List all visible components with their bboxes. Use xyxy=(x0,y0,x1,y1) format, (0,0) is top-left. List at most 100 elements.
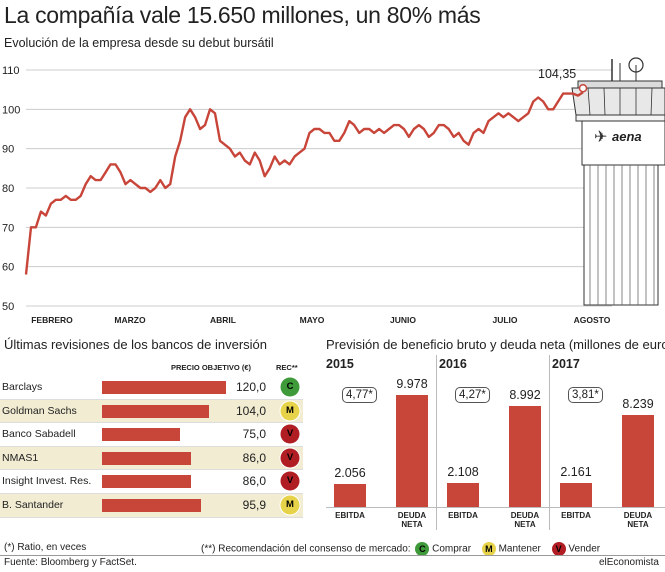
last-value-label: 104,35 xyxy=(538,67,576,81)
debt-ratio-box: 4,27* xyxy=(455,387,490,403)
y-tick-label: 90 xyxy=(2,144,14,156)
aena-plane-icon: ✈ xyxy=(594,129,608,146)
group-separator xyxy=(549,355,550,530)
target-price-value: 104,0 xyxy=(235,403,266,418)
comprar-label: Comprar xyxy=(432,543,472,555)
target-price-bar xyxy=(102,428,180,442)
bank-row: Insight Invest. Res. 86,0 V xyxy=(0,470,303,494)
debt-ratio-box: 3,81* xyxy=(568,387,603,403)
net-debt-label-line1: DEUDA xyxy=(510,511,540,520)
bank-name: Banco Sabadell xyxy=(2,428,76,441)
net-debt-category-label: DEUDA NETA xyxy=(612,511,664,529)
y-tick-label: 110 xyxy=(2,65,20,77)
forecast-year: 2017 xyxy=(552,357,580,371)
net-debt-bar xyxy=(509,406,541,507)
net-debt-label-line2: NETA xyxy=(401,520,423,529)
x-month-label: MAYO xyxy=(300,315,325,325)
target-price-bar xyxy=(102,499,202,512)
ratio-footnote: (*) Ratio, en veces xyxy=(4,542,87,553)
mantener-badge-icon: M xyxy=(481,542,496,556)
y-tick-label: 80 xyxy=(2,183,14,195)
bank-row: Banco Sabadell 75,0 V xyxy=(0,423,303,447)
target-price-value: 120,0 xyxy=(235,380,266,394)
forecast-chart: 2015 4,77* 2.056 9.978 EBITDA DEUDA NETA 2016 4,… xyxy=(326,353,665,533)
net-debt-value: 8.992 xyxy=(509,388,541,403)
ebitda-bar xyxy=(334,483,366,507)
net-debt-label-line2: NETA xyxy=(514,520,536,529)
comprar-badge-icon: C xyxy=(415,542,430,556)
x-month-label: MARZO xyxy=(114,315,146,325)
line-chart: 50 60 70 80 90 100 110 FEBRERO MARZO ABRIL MAYO JUN… xyxy=(2,57,665,325)
bank-row: Goldman Sachs 104,0 M xyxy=(0,399,303,424)
target-price-value: 75,0 xyxy=(242,427,266,442)
net-debt-bar xyxy=(622,414,654,507)
forecast-year: 2015 xyxy=(326,357,354,371)
x-month-label: ABRIL xyxy=(210,315,236,325)
x-month-label: FEBRERO xyxy=(31,315,73,325)
target-price-bar xyxy=(102,451,191,465)
net-debt-category-label: DEUDA NETA xyxy=(386,511,438,529)
x-month-label: AGOSTO xyxy=(574,315,611,325)
ebitda-bar xyxy=(560,482,592,507)
bank-name: Goldman Sachs xyxy=(2,404,77,417)
recommendation-badge-icon: V xyxy=(282,473,298,490)
bank-name: B. Santander xyxy=(2,499,64,511)
forecast-section-title: Previsión de beneficio bruto y deuda net… xyxy=(326,337,665,352)
recommendation-badge-icon: V xyxy=(282,426,298,443)
x-month-label: JULIO xyxy=(492,315,517,325)
ebitda-value: 2.056 xyxy=(334,465,366,480)
ebitda-value: 2.108 xyxy=(447,465,479,480)
rec-header: REC** xyxy=(276,363,298,372)
ebitda-value: 2.161 xyxy=(560,464,592,479)
price-line xyxy=(24,91,584,275)
banks-section-title: Últimas revisiones de los bancos de inve… xyxy=(4,337,268,352)
bank-row: B. Santander 95,9 M xyxy=(0,494,303,518)
target-price-value: 86,0 xyxy=(242,474,266,489)
bank-row: NMAS1 86,0 V xyxy=(0,446,303,471)
source-note: Fuente: Bloomberg y FactSet. xyxy=(4,557,137,568)
y-tick-label: 50 xyxy=(2,301,14,313)
ebitda-bar xyxy=(447,483,479,507)
bank-name: Insight Invest. Res. xyxy=(2,475,92,488)
last-value-point xyxy=(578,83,588,93)
target-price-bar xyxy=(102,404,210,418)
mantener-label: Mantener xyxy=(498,543,541,555)
y-tick-label: 100 xyxy=(2,104,20,116)
net-debt-value: 9.978 xyxy=(396,377,428,392)
bank-name: Barclays xyxy=(2,381,43,393)
vender-label: Vender xyxy=(568,543,601,555)
ebitda-category-label: EBITDA xyxy=(448,511,478,520)
recommendation-badge-icon: M xyxy=(282,497,298,513)
target-price-bar xyxy=(102,381,226,394)
group-separator xyxy=(436,355,437,530)
airport-tower-illustration xyxy=(571,57,665,306)
recommendation-badge-icon: V xyxy=(282,449,298,466)
net-debt-label-line2: NETA xyxy=(627,520,649,529)
recommendation-legend-label: (**) Recomendación del consenso de merca… xyxy=(201,543,411,555)
x-month-label: JUNIO xyxy=(390,315,416,325)
recommendation-badge-icon: M xyxy=(282,402,298,419)
target-price-value: 95,9 xyxy=(242,498,266,512)
target-price-value: 86,0 xyxy=(242,450,266,465)
y-tick-label: 60 xyxy=(2,262,14,274)
ebitda-category-label: EBITDA xyxy=(335,511,365,520)
net-debt-label-line1: DEUDA xyxy=(397,511,427,520)
bank-revisions-table: Barclays 120,0 C Goldman Sachs 104,0 M Banco S… xyxy=(0,376,310,526)
target-price-bar xyxy=(102,475,191,489)
aena-logo-text: aena xyxy=(612,129,642,144)
publisher-brand: elEconomista xyxy=(598,557,659,568)
footer-divider xyxy=(0,555,665,556)
vender-badge-icon: V xyxy=(551,542,566,556)
debt-ratio-box: 4,77* xyxy=(342,387,377,403)
net-debt-category-label: DEUDA NETA xyxy=(499,511,551,529)
forecast-year: 2016 xyxy=(439,357,467,371)
y-tick-label: 70 xyxy=(2,222,14,234)
net-debt-label-line1: DEUDA xyxy=(623,511,653,520)
recommendation-legend: (**) Recomendación del consenso de merca… xyxy=(201,542,600,556)
chart-subtitle: Evolución de la empresa desde su debut b… xyxy=(4,36,274,50)
target-price-header: PRECIO OBJETIVO (€) xyxy=(171,363,252,372)
ebitda-category-label: EBITDA xyxy=(561,511,591,520)
chart-title: La compañía vale 15.650 millones, un 80%… xyxy=(4,2,481,28)
recommendation-badge-icon: C xyxy=(282,379,298,395)
net-debt-value: 8.239 xyxy=(622,396,654,411)
